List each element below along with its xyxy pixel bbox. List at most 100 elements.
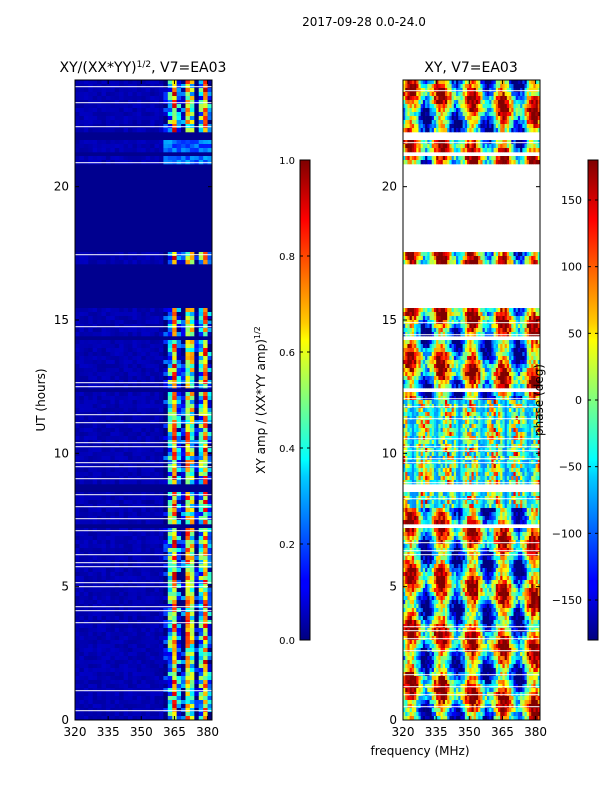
heatmap-cell (119, 544, 124, 549)
heatmap-cell (475, 80, 479, 85)
heatmap-cell (456, 160, 459, 165)
heatmap-cell (132, 552, 138, 557)
heatmap-cell (482, 80, 486, 85)
heatmap-cell (416, 120, 419, 125)
heatmap-cell (101, 536, 107, 541)
heatmap-cell (203, 548, 208, 553)
heatmap-cell (132, 328, 138, 333)
heatmap-cell (119, 448, 124, 453)
heatmap-cell (198, 632, 204, 637)
heatmap-cell (83, 512, 89, 517)
heatmap-cell (92, 420, 98, 425)
heatmap-cell (198, 664, 204, 669)
heatmap-cell (167, 596, 173, 601)
heatmap-cell (469, 88, 472, 93)
heatmap-cell (203, 568, 208, 573)
heatmap-cell (425, 156, 428, 161)
heatmap-cell (176, 540, 182, 545)
heatmap-cell (145, 540, 151, 545)
heatmap-cell (502, 112, 505, 117)
heatmap-cell (451, 144, 455, 149)
heatmap-cell (511, 156, 514, 161)
heatmap-cell (176, 576, 182, 581)
heatmap-cell (198, 496, 204, 501)
heatmap-cell (495, 100, 499, 105)
heatmap-cell (198, 564, 204, 569)
heatmap-cell (79, 580, 85, 585)
heatmap-cell (154, 432, 160, 437)
heatmap-cell (119, 364, 124, 369)
heatmap-cell (451, 256, 455, 261)
heatmap-cell (436, 96, 439, 101)
heatmap-cell (150, 400, 155, 405)
heatmap-cell (105, 148, 111, 153)
heatmap-cell (416, 80, 419, 85)
heatmap-cell (431, 156, 435, 161)
heatmap-cell (79, 568, 85, 573)
heatmap-cell (101, 128, 107, 133)
heatmap-cell (429, 252, 433, 257)
heatmap-cell (97, 600, 102, 605)
heatmap-cell (447, 88, 450, 93)
heatmap-cell (101, 512, 107, 517)
heatmap-cell (141, 552, 147, 557)
heatmap-cell (194, 100, 200, 105)
heatmap-cell (194, 700, 200, 705)
heatmap-cell (150, 716, 155, 720)
heatmap-cell (203, 620, 208, 625)
heatmap-cell (114, 640, 120, 645)
heatmap-cell (97, 120, 102, 125)
heatmap-cell (194, 376, 200, 381)
heatmap-cell (436, 108, 439, 113)
heatmap-cell (478, 252, 481, 257)
heatmap-cell (132, 256, 138, 261)
heatmap-cell (422, 140, 426, 145)
heatmap-cell (207, 604, 212, 609)
heatmap-cell (517, 116, 521, 121)
heatmap-cell (110, 620, 116, 625)
heatmap-cell (128, 340, 133, 345)
heatmap-cell (185, 664, 191, 669)
heatmap-cell (167, 408, 173, 413)
heatmap-cell (198, 700, 204, 705)
heatmap-cell (425, 112, 428, 117)
heatmap-cell (203, 424, 208, 429)
heatmap-cell (486, 108, 490, 113)
heatmap-cell (132, 572, 138, 577)
heatmap-cell (150, 516, 155, 521)
heatmap-cell (506, 112, 510, 117)
heatmap-cell (154, 716, 160, 720)
heatmap-cell (467, 252, 470, 257)
heatmap-cell (189, 80, 195, 85)
heatmap-cell (92, 120, 98, 125)
heatmap-cell (132, 436, 138, 441)
x-tick-label: 320 (64, 725, 87, 739)
heatmap-cell (535, 160, 539, 165)
heatmap-cell (114, 404, 120, 409)
heatmap-cell (136, 252, 142, 257)
heatmap-cell (136, 520, 142, 525)
heatmap-cell (176, 568, 182, 573)
heatmap-cell (185, 456, 191, 461)
heatmap-cell (88, 572, 93, 577)
heatmap-cell (198, 140, 204, 145)
heatmap-cell (97, 428, 102, 433)
heatmap-cell (189, 548, 195, 553)
heatmap-cell (181, 112, 186, 117)
heatmap-cell (97, 112, 102, 117)
heatmap-cell (194, 392, 200, 397)
heatmap-cell (110, 416, 116, 421)
heatmap-cell (447, 140, 450, 145)
heatmap-cell (163, 160, 169, 165)
heatmap-cell (101, 328, 107, 333)
heatmap-cell (176, 572, 182, 577)
heatmap-cell (185, 384, 191, 389)
heatmap-cell (97, 368, 102, 373)
heatmap-cell (145, 416, 151, 421)
heatmap-cell (425, 88, 428, 93)
heatmap-cell (79, 316, 85, 321)
heatmap-cell (535, 104, 539, 109)
heatmap-cell (105, 584, 111, 589)
heatmap-cell (172, 412, 177, 417)
heatmap-cell (469, 116, 472, 121)
